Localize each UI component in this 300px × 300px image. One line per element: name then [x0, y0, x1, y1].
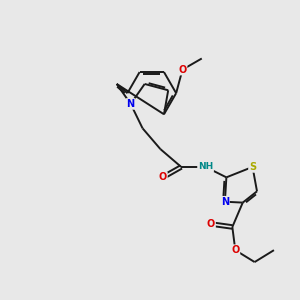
Text: N: N	[127, 99, 135, 109]
Text: O: O	[159, 172, 167, 182]
Text: N: N	[221, 197, 229, 207]
Text: O: O	[178, 64, 187, 75]
Text: O: O	[207, 219, 215, 229]
Text: O: O	[231, 245, 239, 255]
Text: NH: NH	[198, 162, 213, 171]
Text: S: S	[249, 162, 256, 172]
